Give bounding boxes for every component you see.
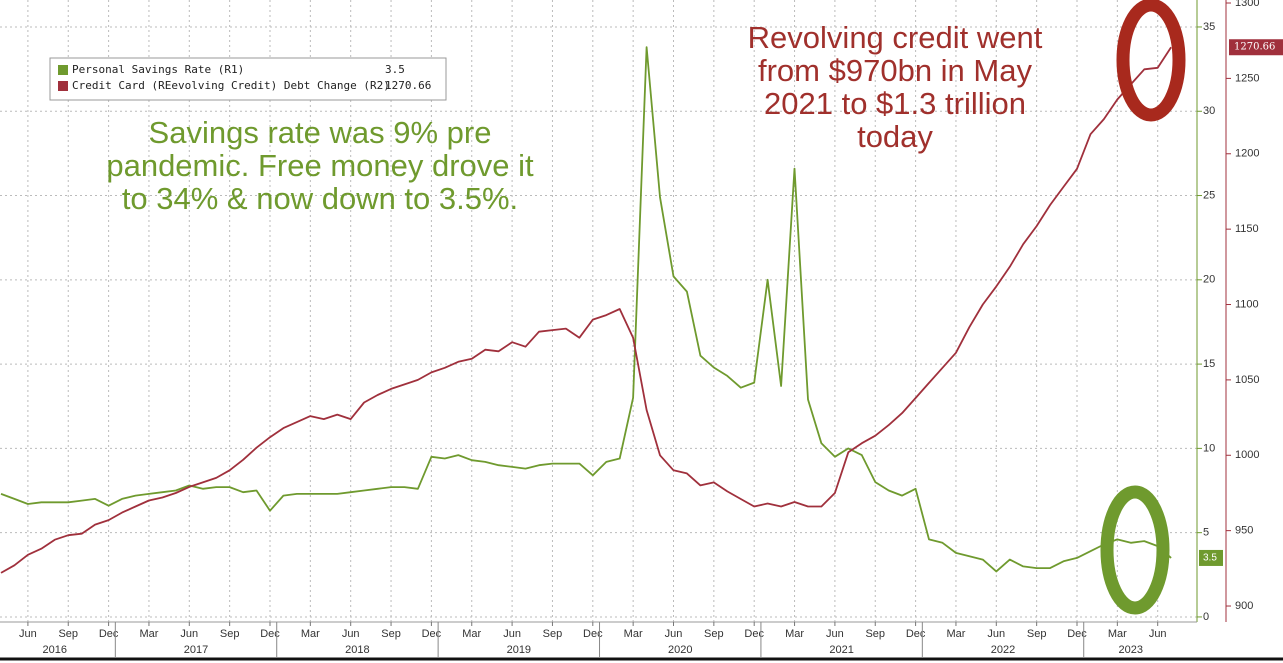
legend-swatch [58,65,68,75]
plot [0,46,1172,574]
x-tick-label: Dec [906,628,926,640]
y2-tick-label: 1050 [1235,374,1259,386]
y2-tick-label: 1100 [1235,298,1259,310]
y-tick-label: 10 [1203,442,1215,454]
y2-tick-label: 1000 [1235,449,1259,461]
x-tick-label: Sep [58,628,78,640]
x-tick-label: Jun [180,628,198,640]
x-tick-label: Jun [1149,628,1167,640]
y-tick-label: 5 [1203,527,1209,539]
highlight-oval [1100,485,1170,615]
highlight-oval [1116,0,1186,122]
x-tick-label: Sep [381,628,401,640]
legend-label: Personal Savings Rate (R1) [72,63,244,76]
x-tick-label: Sep [543,628,563,640]
x-tick-label: Sep [220,628,240,640]
y-tick-label: 15 [1203,358,1215,370]
x-tick-label: Mar [139,628,158,640]
x-tick-label: Dec [583,628,603,640]
y2-tick-label: 1250 [1235,72,1259,84]
x-tick-label: Dec [99,628,119,640]
y2-tick-label: 1200 [1235,148,1259,160]
x-tick-label: Sep [865,628,885,640]
legend-value: 1270.66 [385,79,431,92]
annotation: Savings rate was 9% pre [149,115,492,150]
year-label: 2016 [43,644,67,656]
legend-swatch [58,81,68,91]
x-tick-label: Jun [342,628,360,640]
x-tick-label: Mar [462,628,481,640]
x-tick-label: Dec [260,628,280,640]
series-line [0,46,1172,573]
x-tick-label: Mar [1108,628,1127,640]
x-tick-label: Mar [785,628,804,640]
x-tick-label: Dec [422,628,442,640]
y-tick-label: 0 [1203,611,1209,623]
x-tick-label: Dec [744,628,764,640]
last-value-tag [1199,549,1223,566]
y2-tick-label: 1150 [1235,223,1259,235]
last-value-tag [1229,39,1283,56]
grid [0,0,1197,622]
year-label: 2023 [1119,644,1143,656]
legend-box [49,57,447,101]
x-tick-label: Mar [301,628,320,640]
x-tick-label: Jun [19,628,37,640]
y-tick-label: 20 [1203,274,1215,286]
x-tick-label: Jun [826,628,844,640]
x-tick-label: Jun [665,628,683,640]
year-label: 2019 [507,644,531,656]
legend-label: Credit Card (REevolving Credit) Debt Cha… [72,79,390,92]
y-tick-label: 35 [1203,21,1215,33]
year-label: 2022 [991,644,1015,656]
y2-tick-label: 1300 [1235,0,1259,9]
x-tick-label: Mar [946,628,965,640]
legend-value: 3.5 [385,63,405,76]
y2-tick-label: 950 [1235,525,1253,537]
x-tick-label: Mar [624,628,643,640]
annotation: from $970bn in May [758,53,1032,88]
annotation: today [857,119,933,154]
last-value-label: 1270.66 [1234,42,1275,53]
x-tick-label: Sep [1027,628,1047,640]
annotation: Revolving credit went [748,20,1043,55]
annotation: to 34% & now down to 3.5%. [122,181,518,216]
year-label: 2017 [184,644,208,656]
x-tick-label: Sep [704,628,724,640]
year-label: 2021 [829,644,853,656]
annotation: 2021 to $1.3 trillion [764,86,1026,121]
x-tick-label: Dec [1067,628,1087,640]
series-line [0,46,1172,574]
year-label: 2018 [345,644,369,656]
y2-tick-label: 900 [1235,600,1253,612]
annotation: pandemic. Free money drove it [106,148,534,183]
last-value-label: 3.5 [1203,553,1217,564]
y-tick-label: 30 [1203,105,1215,117]
y-tick-label: 25 [1203,189,1215,201]
year-label: 2020 [668,644,692,656]
x-tick-label: Jun [987,628,1005,640]
x-tick-label: Jun [503,628,521,640]
